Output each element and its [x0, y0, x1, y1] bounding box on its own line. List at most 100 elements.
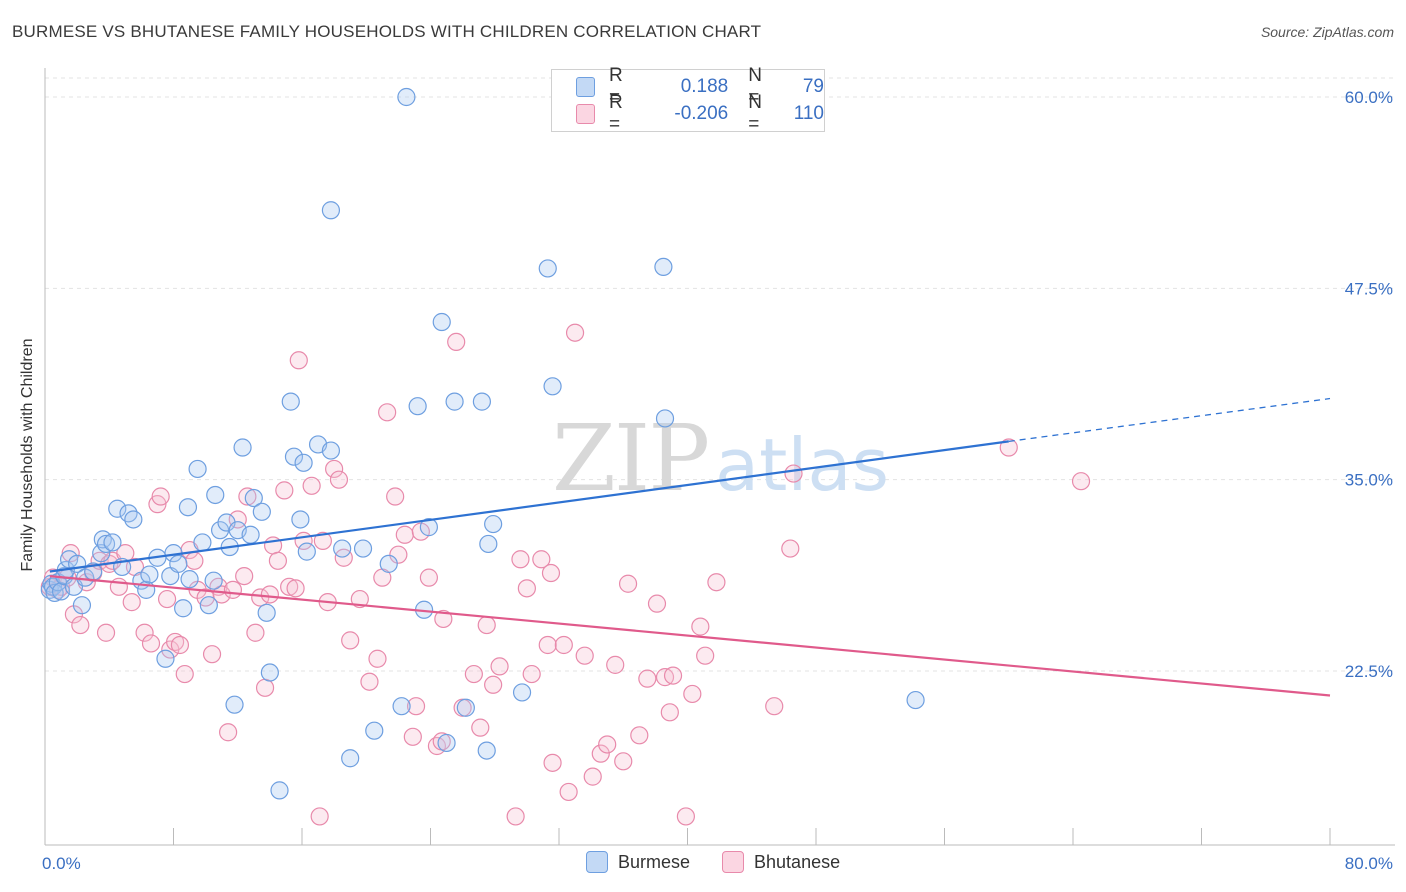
bhutanese-point [141, 634, 161, 653]
burmese-point [365, 721, 384, 740]
burmese-point [108, 499, 127, 518]
bhutanese-point [781, 539, 800, 558]
bhutanese-point [334, 548, 353, 567]
legend-r-value: 0.188 [680, 76, 729, 97]
burmese-point [180, 570, 199, 589]
bhutanese-point [212, 585, 231, 604]
bhutanese-point [511, 550, 530, 569]
bhutanese-point [522, 664, 541, 684]
bhutanese-point [280, 577, 299, 596]
bhutanese-point [360, 672, 379, 691]
legend-swatch-bhutanese [576, 104, 596, 124]
bhutanese-point [313, 531, 332, 550]
burmese-point [419, 518, 438, 537]
burmese-point [199, 596, 218, 615]
bhutanese-point [302, 476, 321, 495]
bhutanese-point [676, 807, 695, 826]
bhutanese-point [368, 649, 387, 668]
trend-lines [49, 397, 1331, 697]
bhutanese-point [395, 525, 414, 544]
burmese-point [204, 571, 223, 590]
legend-row-bhutanese: R = -0.206 N = 110 [576, 92, 824, 135]
bhutanese-point [1071, 472, 1091, 491]
bhutanese-point [109, 577, 128, 596]
bhutanese-point [618, 574, 638, 593]
burmese-point [321, 441, 341, 460]
bhutanese-point [471, 718, 490, 737]
burmese-point [445, 392, 464, 411]
legend-r-label: R = [609, 65, 623, 108]
x-tick-label: 0.0% [42, 854, 81, 873]
bhutanese-point [341, 631, 360, 650]
bhutanese-point [228, 510, 247, 529]
burmese-point [45, 583, 64, 603]
burmese-point [72, 596, 92, 615]
bhutanese-point [517, 579, 536, 598]
chart-title: BURMESE VS BHUTANESE FAMILY HOUSEHOLDS W… [12, 22, 762, 41]
burmese-point [156, 649, 175, 668]
bhutanese-point [447, 332, 466, 352]
burmese-point [353, 539, 373, 558]
bhutanese-point [238, 487, 257, 506]
bhutanese-point [166, 632, 185, 652]
burmese-point [538, 259, 557, 278]
bhutanese-points [40, 323, 1091, 826]
burmese-point [252, 502, 271, 521]
bhutanese-point [630, 726, 649, 745]
bhutanese-point [235, 566, 254, 586]
bhutanese-point [255, 678, 275, 697]
bhutanese-point [606, 655, 625, 674]
burmese-point [124, 510, 143, 529]
bhutanese-point [170, 635, 190, 655]
legend-swatch-burmese [586, 851, 608, 873]
burmese-point [297, 542, 316, 561]
burmese-point [244, 488, 263, 508]
burmese-point [233, 438, 252, 457]
watermark: ZIP atlas [552, 405, 889, 512]
burmese-point [408, 397, 427, 416]
burmese-point [341, 749, 360, 768]
burmese-point [140, 565, 159, 584]
burmese-point [270, 781, 289, 800]
bhutanese-point [135, 623, 154, 642]
burmese-point [906, 690, 925, 710]
burmese-point [284, 447, 304, 466]
burmese-point [392, 697, 411, 716]
bhutanese-point [157, 589, 177, 609]
burmese-point [206, 485, 225, 505]
burmese-point [260, 663, 279, 682]
bhutanese-point [538, 635, 557, 655]
bhutanese-trend-line [49, 575, 1331, 697]
burmese-point [178, 498, 198, 517]
burmese-point [655, 409, 675, 428]
bhutanese-point [554, 635, 573, 655]
x-tick-label: 80.0% [1345, 854, 1393, 873]
legend-item-bhutanese: Bhutanese [722, 851, 840, 873]
legend-label-burmese: Burmese [618, 851, 691, 872]
burmese-point [96, 534, 116, 554]
bhutanese-point [350, 589, 369, 609]
legend-n-label: N = [748, 65, 762, 108]
tick-labels: 22.5% 35.0% 47.5% 60.0% 0.0% 80.0% [42, 88, 1393, 873]
burmese-point [188, 459, 207, 479]
bhutanese-point [122, 593, 141, 612]
bhutanese-point [784, 464, 803, 483]
watermark-atlas: atlas [715, 423, 889, 507]
burmese-points [40, 87, 925, 800]
bhutanese-point [246, 623, 265, 642]
bhutanese-point [583, 767, 602, 786]
burmese-trend-line [49, 440, 1009, 573]
bhutanese-point [389, 545, 408, 564]
burmese-point [103, 533, 122, 552]
burmese-point [291, 510, 310, 529]
bhutanese-point [275, 481, 294, 500]
bhutanese-point [260, 585, 279, 604]
series-legend: Burmese Bhutanese [586, 851, 872, 873]
bhutanese-point [707, 573, 726, 592]
burmese-point [472, 392, 491, 411]
burmese-point [543, 377, 562, 396]
bhutanese-point [151, 487, 170, 506]
burmese-point [654, 257, 673, 277]
y-tick-label: 22.5% [1345, 662, 1393, 681]
